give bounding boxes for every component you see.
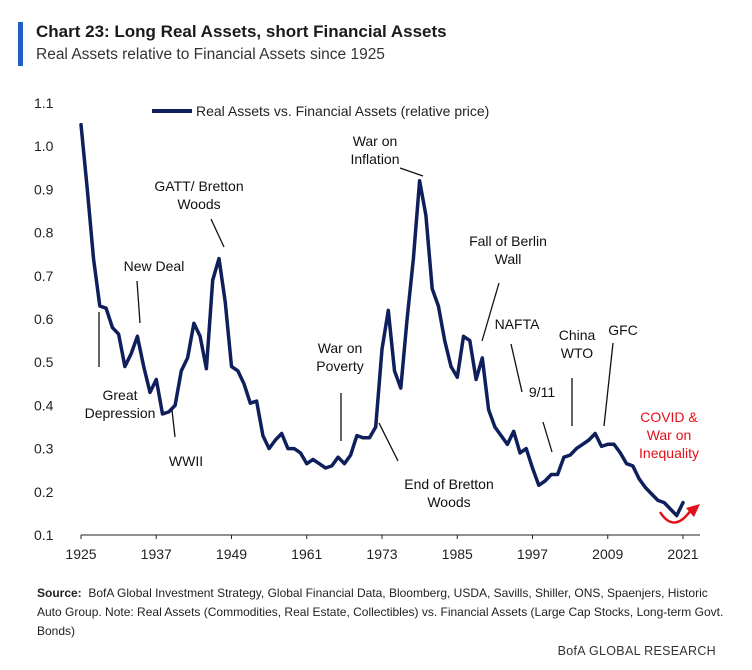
chart-legend: Real Assets vs. Financial Assets (relati… [152,103,489,119]
source-label: Source: [37,586,82,600]
legend-label: Real Assets vs. Financial Assets (relati… [196,103,489,119]
chart-title: Chart 23: Long Real Assets, short Financ… [36,22,447,41]
annotation-leader-nafta [510,343,523,393]
y-tick-label: 0.4 [34,397,54,413]
x-tick-label: 1925 [65,546,96,562]
annotation-gfc: GFC [608,322,638,338]
x-tick-label: 1949 [216,546,247,562]
series-line [79,122,685,518]
annotation-end-bretton: Woods [427,494,470,510]
annotation-covid: COVID & [640,409,698,425]
annotation-great-depression: Depression [85,405,156,421]
annotation-new-deal: New Deal [124,258,185,274]
chart-subtitle: Real Assets relative to Financial Assets… [36,46,385,63]
annotation-leader-gfc [603,342,614,427]
annotation-leader-new-deal [136,280,141,324]
annotations-layer: Great Depression New Deal WWII GATT/ Bretton… [85,133,700,524]
annotation-leader-nine-eleven [542,421,553,453]
x-tick-label: 2021 [667,546,698,562]
annotation-fall-of-berlin: Fall of Berlin [469,233,547,249]
annotation-war-on-poverty: War on [318,340,363,356]
x-tick-label: 1973 [366,546,397,562]
annotation-leader-gatt-bretton [210,218,225,248]
x-axis: 1925 1937 1949 1961 1973 1985 1997 2009 2021 [65,534,700,562]
y-tick-label: 0.5 [34,354,54,370]
y-tick-label: 0.2 [34,484,54,500]
annotation-end-bretton: End of Bretton [404,476,494,492]
annotation-great-depression: Great [102,387,137,403]
source-text: BofA Global Investment Strategy, Global … [37,586,724,638]
annotation-war-on-poverty: Poverty [316,358,363,374]
annotation-wwii: WWII [169,453,203,469]
annotation-china-wto: WTO [561,345,594,361]
source-note: Source: BofA Global Investment Strategy,… [37,584,727,641]
y-tick-label: 0.1 [34,527,54,543]
annotation-leader-end-bretton [378,422,399,462]
annotation-covid: Inequality [639,445,699,461]
y-tick-label: 1.0 [34,138,54,154]
annotation-gatt-bretton: GATT/ Bretton [154,178,243,194]
annotation-china-wto: China [559,327,596,343]
y-tick-label: 0.7 [34,268,54,284]
y-tick-label: 1.1 [34,95,54,111]
y-tick-label: 0.3 [34,441,54,457]
upturn-arrow-curve [658,509,693,524]
annotation-nine-eleven: 9/11 [529,384,555,400]
y-tick-label: 0.9 [34,181,54,197]
annotation-war-on-inflation: Inflation [350,151,399,167]
annotation-war-on-inflation: War on [353,133,398,149]
annotation-fall-of-berlin: Wall [495,251,522,267]
series-layer [79,122,685,518]
annotation-leader-wwii [171,409,176,438]
y-axis: 0.1 0.2 0.3 0.4 0.5 0.6 0.7 0.8 0.9 1.0 1.1 [34,95,54,543]
x-tick-label: 2009 [592,546,623,562]
annotation-gatt-bretton: Woods [177,196,220,212]
annotation-leader-fall-of-berlin [481,282,500,342]
annotation-leader-war-on-inflation [399,167,424,177]
y-tick-label: 0.8 [34,225,54,241]
annotation-covid: War on [647,427,692,443]
upturn-arrow-head [686,504,700,517]
line-chart: 0.10.20.30.40.50.60.70.80.91.01.1 1925 19… [34,95,700,562]
x-tick-label: 1985 [442,546,473,562]
x-tick-label: 1997 [517,546,548,562]
x-tick-label: 1937 [141,546,172,562]
brand-footer: BofA GLOBAL RESEARCH [557,644,716,658]
y-tick-label: 0.6 [34,311,54,327]
title-accent-bar [18,22,23,66]
x-tick-label: 1961 [291,546,322,562]
annotation-nafta: NAFTA [495,316,541,332]
